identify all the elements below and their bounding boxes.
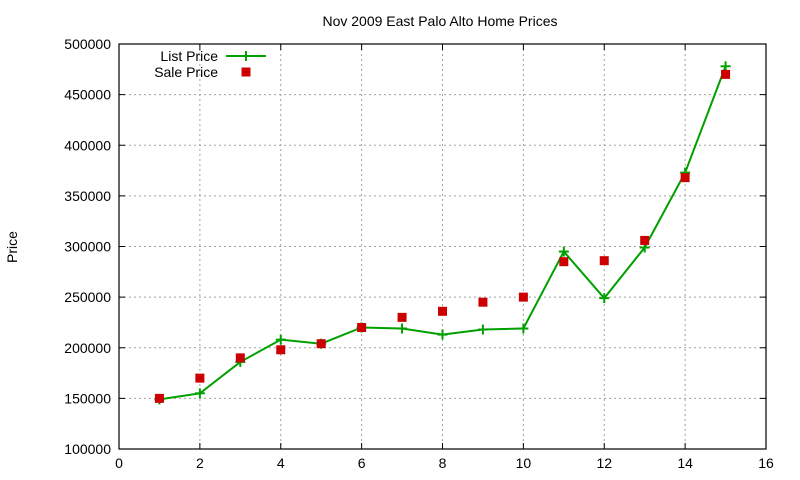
grid bbox=[119, 44, 766, 449]
svg-text:Sale Price: Sale Price bbox=[154, 64, 218, 80]
series bbox=[154, 61, 731, 405]
x-tick-label: 4 bbox=[277, 455, 285, 471]
legend-item-sale-price: Sale Price bbox=[154, 64, 251, 80]
y-tick-label: 200000 bbox=[64, 340, 111, 356]
y-tick-label: 300000 bbox=[64, 239, 111, 255]
y-tick-label: 250000 bbox=[64, 289, 111, 305]
x-tick-label: 12 bbox=[596, 455, 612, 471]
x-tick-label: 10 bbox=[516, 455, 532, 471]
x-tick-label: 16 bbox=[758, 455, 774, 471]
legend-item-list-price: List Price bbox=[160, 48, 266, 64]
series-sale-price bbox=[154, 69, 731, 403]
axes: 0 2 4 6 8 10 12 14 16 100000 150000 200000 250000 300… bbox=[64, 36, 774, 471]
x-tick-label: 8 bbox=[439, 455, 447, 471]
series-list-price bbox=[154, 61, 731, 405]
y-tick-label: 350000 bbox=[64, 188, 111, 204]
x-tick-label: 6 bbox=[358, 455, 366, 471]
y-tick-label: 100000 bbox=[64, 441, 111, 457]
y-tick-label: 400000 bbox=[64, 137, 111, 153]
x-tick-label: 2 bbox=[196, 455, 204, 471]
x-tick-label: 0 bbox=[115, 455, 123, 471]
y-axis-label: Price bbox=[4, 231, 20, 263]
x-tick-label: 14 bbox=[677, 455, 693, 471]
chart-title: Nov 2009 East Palo Alto Home Prices bbox=[322, 13, 557, 29]
y-tick-label: 150000 bbox=[64, 390, 111, 406]
y-tick-label: 500000 bbox=[64, 36, 111, 52]
y-tick-label: 450000 bbox=[64, 87, 111, 103]
svg-text:List Price: List Price bbox=[160, 48, 218, 64]
